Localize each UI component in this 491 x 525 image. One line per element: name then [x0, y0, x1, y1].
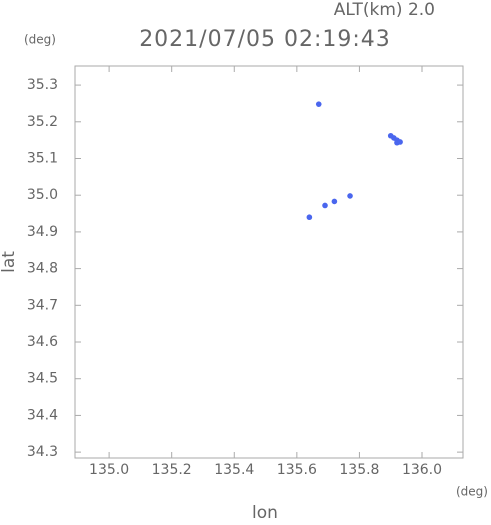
y-tick-label: 34.9	[27, 224, 58, 240]
x-axis-label: lon	[252, 503, 278, 521]
point	[331, 198, 338, 205]
point	[397, 139, 403, 145]
subtitle: ALT(km) 2.0	[334, 0, 435, 20]
y-tick-label: 35.2	[27, 114, 58, 130]
x-tick-label: 135.8	[339, 462, 379, 478]
y-tick-label: 34.7	[27, 297, 58, 313]
point	[306, 214, 313, 221]
x-tick-label: 135.2	[152, 462, 192, 478]
point	[347, 193, 353, 199]
plot-frame	[74, 65, 464, 459]
y-tick-label: 34.4	[27, 407, 58, 423]
x-unit: (deg)	[456, 485, 488, 499]
y-unit: (deg)	[24, 33, 56, 47]
x-tick-label: 135.6	[277, 462, 317, 478]
point	[315, 101, 322, 107]
chart-title: 2021/07/05 02:19:43	[139, 27, 391, 52]
y-tick-label: 34.3	[27, 444, 58, 460]
y-tick-label: 35.0	[27, 187, 58, 203]
y-tick-label: 34.5	[27, 371, 58, 387]
x-tick-label: 135.4	[214, 462, 254, 478]
y-tick-label: 34.8	[27, 261, 58, 277]
y-tick-label: 34.6	[27, 334, 58, 350]
x-tick-label: 136.0	[402, 462, 442, 478]
x-tick-label: 135.0	[89, 462, 129, 478]
y-tick-label: 35.3	[27, 77, 58, 93]
y-axis-label: lat	[0, 251, 19, 273]
y-tick-label: 35.1	[27, 150, 58, 166]
point	[322, 202, 328, 209]
